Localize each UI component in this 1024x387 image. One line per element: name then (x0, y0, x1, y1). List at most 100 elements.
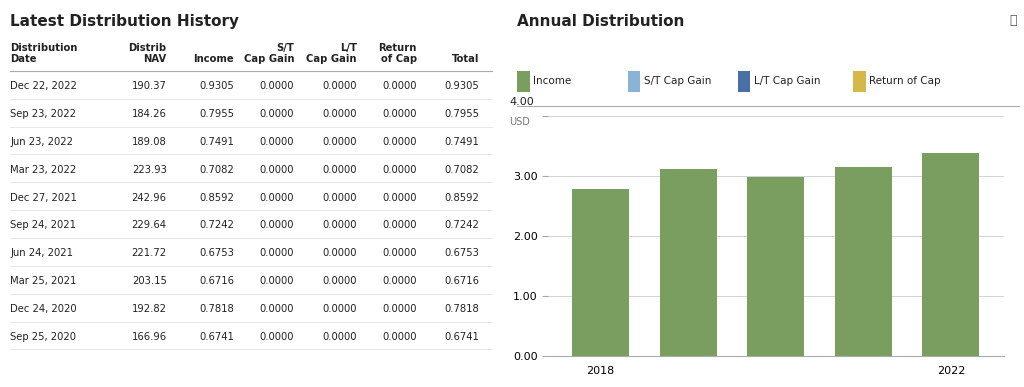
Text: 0.0000: 0.0000 (323, 304, 356, 314)
Text: Dec 22, 2022: Dec 22, 2022 (10, 81, 77, 91)
Text: Mar 25, 2021: Mar 25, 2021 (10, 276, 77, 286)
Text: Return of Cap: Return of Cap (869, 76, 941, 86)
Text: Sep 24, 2021: Sep 24, 2021 (10, 221, 76, 231)
Text: 0.7818: 0.7818 (444, 304, 479, 314)
Text: 0.9305: 0.9305 (444, 81, 479, 91)
Text: 0.7491: 0.7491 (444, 137, 479, 147)
Text: Jun 24, 2021: Jun 24, 2021 (10, 248, 74, 259)
Bar (628, 71, 640, 92)
Text: 0.6741: 0.6741 (444, 332, 479, 342)
Text: 0.0000: 0.0000 (382, 193, 417, 203)
Text: 0.0000: 0.0000 (260, 276, 294, 286)
Text: 0.6716: 0.6716 (444, 276, 479, 286)
Text: 0.7955: 0.7955 (199, 109, 234, 119)
Text: Distrib: Distrib (129, 43, 167, 53)
Text: 0.7491: 0.7491 (199, 137, 234, 147)
Text: NAV: NAV (143, 54, 167, 64)
Text: 166.96: 166.96 (131, 332, 167, 342)
Text: 0.0000: 0.0000 (260, 165, 294, 175)
Text: 0.0000: 0.0000 (382, 332, 417, 342)
Text: 0.0000: 0.0000 (382, 137, 417, 147)
Text: 0.6753: 0.6753 (199, 248, 234, 259)
Text: 0.0000: 0.0000 (260, 81, 294, 91)
Text: 203.15: 203.15 (132, 276, 167, 286)
Text: Mar 23, 2022: Mar 23, 2022 (10, 165, 77, 175)
Text: 0.0000: 0.0000 (260, 137, 294, 147)
Text: 0.6753: 0.6753 (444, 248, 479, 259)
Text: 0.0000: 0.0000 (382, 109, 417, 119)
Text: Return: Return (379, 43, 417, 53)
Text: 189.08: 189.08 (132, 137, 167, 147)
Text: Dec 27, 2021: Dec 27, 2021 (10, 193, 77, 203)
Text: Cap Gain: Cap Gain (306, 54, 356, 64)
Bar (835, 167, 892, 356)
Text: Sep 23, 2022: Sep 23, 2022 (10, 109, 76, 119)
Text: Latest Distribution History: Latest Distribution History (10, 14, 240, 29)
Text: 223.93: 223.93 (132, 165, 167, 175)
Bar (923, 153, 979, 356)
Text: 0.0000: 0.0000 (260, 304, 294, 314)
Text: Dec 24, 2020: Dec 24, 2020 (10, 304, 77, 314)
Text: Income: Income (534, 76, 571, 86)
Text: 184.26: 184.26 (132, 109, 167, 119)
Text: 0.0000: 0.0000 (323, 332, 356, 342)
Text: 0.0000: 0.0000 (323, 81, 356, 91)
Text: 190.37: 190.37 (132, 81, 167, 91)
Text: 0.0000: 0.0000 (382, 304, 417, 314)
Text: L/T Cap Gain: L/T Cap Gain (754, 76, 820, 86)
Text: 0.6741: 0.6741 (199, 332, 234, 342)
Text: 0.7082: 0.7082 (200, 165, 234, 175)
Text: 0.0000: 0.0000 (382, 165, 417, 175)
Text: 0.0000: 0.0000 (260, 221, 294, 231)
Text: 0.7242: 0.7242 (199, 221, 234, 231)
Text: 0.0000: 0.0000 (260, 248, 294, 259)
Text: Income: Income (194, 54, 234, 64)
Text: Sep 25, 2020: Sep 25, 2020 (10, 332, 76, 342)
Text: L/T: L/T (340, 43, 356, 53)
Text: 0.0000: 0.0000 (260, 109, 294, 119)
Text: 0.8592: 0.8592 (199, 193, 234, 203)
Text: S/T Cap Gain: S/T Cap Gain (643, 76, 711, 86)
Text: Total: Total (453, 54, 479, 64)
Bar (517, 71, 529, 92)
Text: 229.64: 229.64 (132, 221, 167, 231)
Text: of Cap: of Cap (381, 54, 417, 64)
Text: 0.7242: 0.7242 (444, 221, 479, 231)
Text: 0.0000: 0.0000 (323, 193, 356, 203)
Text: 0.0000: 0.0000 (382, 81, 417, 91)
Text: 4.00: 4.00 (509, 96, 534, 106)
Bar (572, 189, 629, 356)
Text: 0.0000: 0.0000 (323, 165, 356, 175)
Text: Cap Gain: Cap Gain (244, 54, 294, 64)
Text: Distribution: Distribution (10, 43, 78, 53)
Text: 0.0000: 0.0000 (260, 193, 294, 203)
Text: 0.6716: 0.6716 (199, 276, 234, 286)
Text: 0.0000: 0.0000 (323, 137, 356, 147)
Text: 0.9305: 0.9305 (200, 81, 234, 91)
Text: 221.72: 221.72 (131, 248, 167, 259)
Bar (738, 71, 751, 92)
Text: Date: Date (10, 54, 37, 64)
Text: 表: 表 (1010, 14, 1017, 27)
Text: S/T: S/T (276, 43, 294, 53)
Text: 0.0000: 0.0000 (382, 248, 417, 259)
Text: 0.0000: 0.0000 (260, 332, 294, 342)
Text: 0.7955: 0.7955 (444, 109, 479, 119)
Text: Jun 23, 2022: Jun 23, 2022 (10, 137, 74, 147)
Text: 0.7082: 0.7082 (444, 165, 479, 175)
Text: 0.0000: 0.0000 (323, 109, 356, 119)
Text: 192.82: 192.82 (132, 304, 167, 314)
Text: 0.0000: 0.0000 (323, 248, 356, 259)
Text: 0.0000: 0.0000 (382, 221, 417, 231)
Text: 242.96: 242.96 (132, 193, 167, 203)
Text: 0.7818: 0.7818 (200, 304, 234, 314)
Bar (659, 169, 717, 356)
Text: USD: USD (509, 117, 530, 127)
Text: Annual Distribution: Annual Distribution (517, 14, 684, 29)
Text: 0.0000: 0.0000 (323, 221, 356, 231)
Text: 0.0000: 0.0000 (323, 276, 356, 286)
Text: 0.8592: 0.8592 (444, 193, 479, 203)
Bar (853, 71, 866, 92)
Text: 0.0000: 0.0000 (382, 276, 417, 286)
Bar (748, 177, 804, 356)
